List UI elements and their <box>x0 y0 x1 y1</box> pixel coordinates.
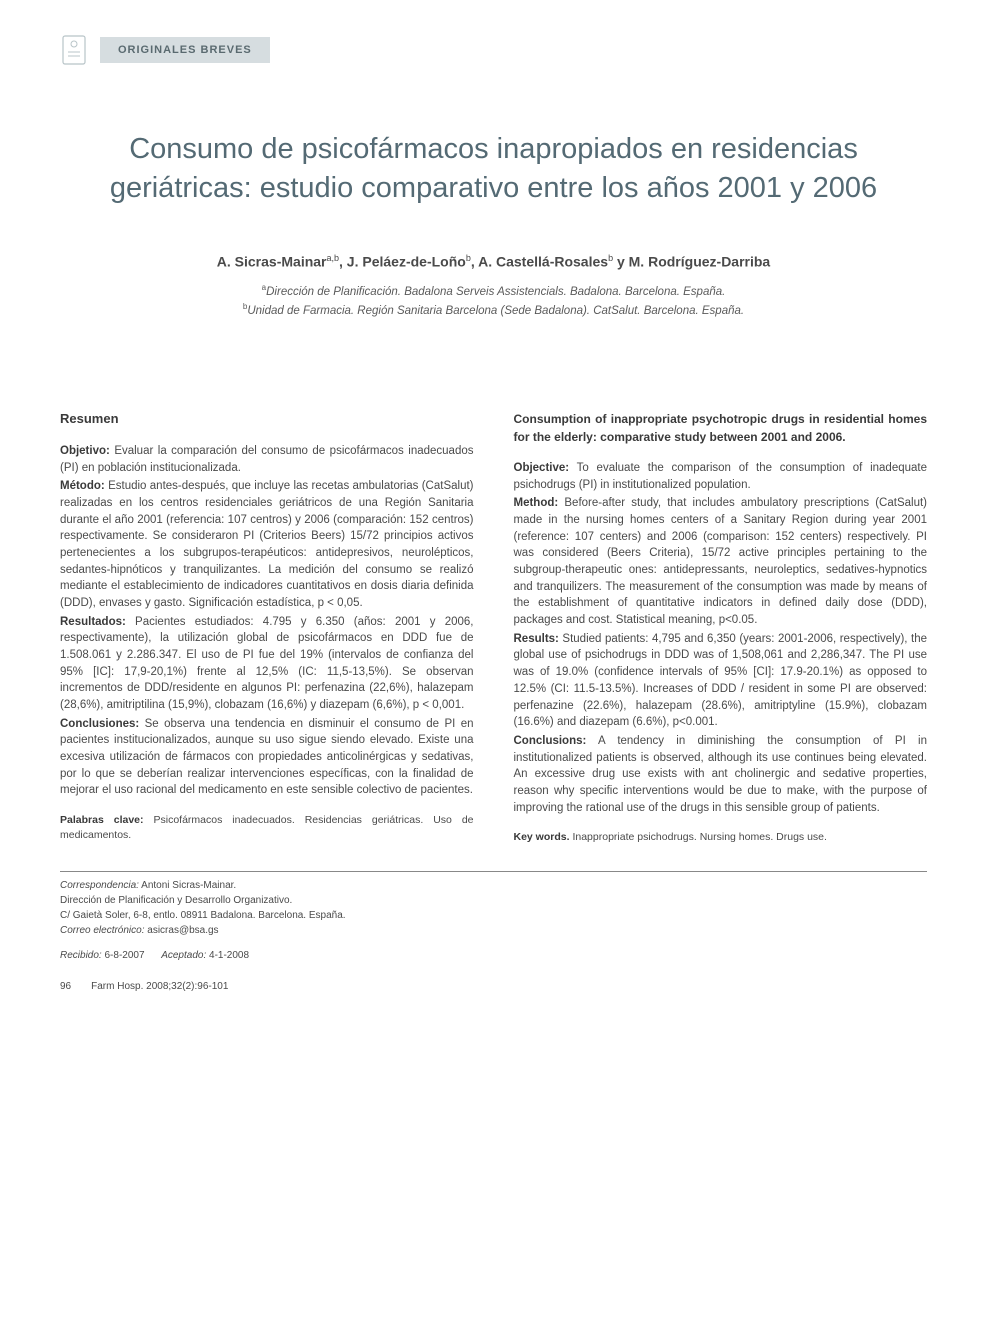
text-metodo: Estudio antes-después, que incluye las r… <box>60 480 474 609</box>
label-resultados: Resultados: <box>60 616 126 628</box>
page-number: 96 <box>60 981 71 992</box>
dates-row: Recibido: 6-8-2007 Aceptado: 4-1-2008 <box>60 948 927 963</box>
abstract-en-column: Consumption of inappropriate psychotropi… <box>514 410 928 845</box>
label-keywords: Key words. <box>514 831 570 843</box>
abstract-en-title: Consumption of inappropriate psychotropi… <box>514 410 928 446</box>
abstract-en-results: Results: Studied patients: 4,795 and 6,3… <box>514 631 928 731</box>
text-objetivo: Evaluar la comparación del consumo de ps… <box>60 445 474 474</box>
label-palabras-clave: Palabras clave: <box>60 814 144 826</box>
text-objective: To evaluate the comparison of the consum… <box>514 462 928 491</box>
abstract-columns: Resumen Objetivo: Evaluar la comparación… <box>60 410 927 845</box>
label-objective: Objective: <box>514 462 570 474</box>
citation: Farm Hosp. 2008;32(2):96-101 <box>91 981 228 992</box>
text-resultados: Pacientes estudiados: 4.795 y 6.350 (año… <box>60 616 474 711</box>
abstract-es-keywords: Palabras clave: Psicofármacos inadecuado… <box>60 813 474 842</box>
label-conclusiones: Conclusiones: <box>60 718 139 730</box>
abstract-es-metodo: Método: Estudio antes-después, que inclu… <box>60 478 474 611</box>
article-title: Consumo de psicofármacos inapropiados en… <box>80 130 907 208</box>
correspondence-name: Antoni Sicras-Mainar. <box>141 880 236 891</box>
journal-corner-icon <box>60 30 88 70</box>
label-objetivo: Objetivo: <box>60 445 110 457</box>
abstract-es-column: Resumen Objetivo: Evaluar la comparación… <box>60 410 474 845</box>
header-row: ORIGINALES BREVES <box>60 30 927 70</box>
text-results: Studied patients: 4,795 and 6,350 (years… <box>514 633 928 728</box>
recibido-label: Recibido: <box>60 950 102 961</box>
correspondence-footer: Correspondencia: Antoni Sicras-Mainar. D… <box>60 871 927 963</box>
affiliation-a: Dirección de Planificación. Badalona Ser… <box>266 286 725 298</box>
text-keywords: Inappropriate psichodrugs. Nursing homes… <box>572 831 826 843</box>
email-label: Correo electrónico: <box>60 925 144 936</box>
label-results: Results: <box>514 633 559 645</box>
correspondence-label: Correspondencia: <box>60 880 139 891</box>
abstract-en-objective: Objective: To evaluate the comparison of… <box>514 460 928 493</box>
page-footer: 96 Farm Hosp. 2008;32(2):96-101 <box>60 981 927 992</box>
aceptado-date: 4-1-2008 <box>209 950 249 961</box>
correspondence-email: asicras@bsa.gs <box>147 925 218 936</box>
label-conclusions: Conclusions: <box>514 735 587 747</box>
abstract-es-objetivo: Objetivo: Evaluar la comparación del con… <box>60 443 474 476</box>
abstract-es-conclusiones: Conclusiones: Se observa una tendencia e… <box>60 716 474 799</box>
aceptado-label: Aceptado: <box>161 950 206 961</box>
abstract-en-conclusions: Conclusions: A tendency in diminishing t… <box>514 733 928 816</box>
abstract-en-keywords: Key words. Inappropriate psichodrugs. Nu… <box>514 830 928 845</box>
correspondence-line2: C/ Gaietà Soler, 6-8, entlo. 08911 Badal… <box>60 908 927 923</box>
affiliation-b: Unidad de Farmacia. Región Sanitaria Bar… <box>247 305 744 317</box>
abstract-es-resultados: Resultados: Pacientes estudiados: 4.795 … <box>60 614 474 714</box>
abstract-es-heading: Resumen <box>60 410 474 429</box>
section-tag: ORIGINALES BREVES <box>100 37 270 63</box>
abstract-en-method: Method: Before-after study, that include… <box>514 495 928 628</box>
recibido-date: 6-8-2007 <box>104 950 144 961</box>
text-method: Before-after study, that includes ambula… <box>514 497 928 626</box>
label-metodo: Método: <box>60 480 105 492</box>
affiliations: aDirección de Planificación. Badalona Se… <box>60 282 927 320</box>
correspondence-line1: Dirección de Planificación y Desarrollo … <box>60 893 927 908</box>
label-method: Method: <box>514 497 559 509</box>
authors: A. Sicras-Mainara,b, J. Peláez-de-Loñob,… <box>60 253 927 270</box>
